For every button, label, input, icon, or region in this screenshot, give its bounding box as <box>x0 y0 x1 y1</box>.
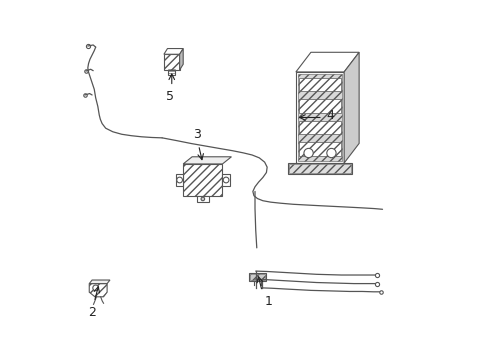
Circle shape <box>223 177 229 183</box>
Bar <box>296 72 344 163</box>
Bar <box>176 174 183 186</box>
Polygon shape <box>164 49 183 54</box>
Polygon shape <box>296 52 359 72</box>
Bar <box>299 99 341 113</box>
Bar <box>299 78 341 91</box>
Text: 4: 4 <box>326 109 334 122</box>
Text: 3: 3 <box>193 129 201 141</box>
Bar <box>290 165 350 173</box>
Polygon shape <box>344 52 359 163</box>
Bar <box>288 163 352 175</box>
Text: 2: 2 <box>89 306 97 319</box>
Bar <box>164 54 180 70</box>
Circle shape <box>177 177 182 183</box>
Circle shape <box>93 285 98 291</box>
Bar <box>168 70 175 75</box>
Bar <box>299 121 341 134</box>
Text: 5: 5 <box>166 90 173 103</box>
Bar <box>298 74 343 161</box>
Bar <box>183 164 222 196</box>
Polygon shape <box>180 49 183 70</box>
Polygon shape <box>89 284 107 297</box>
Bar <box>248 273 267 282</box>
Bar <box>299 142 341 156</box>
Polygon shape <box>89 280 110 284</box>
Circle shape <box>327 148 336 158</box>
Circle shape <box>304 148 313 158</box>
Bar <box>222 174 230 186</box>
Circle shape <box>201 197 205 201</box>
Text: 1: 1 <box>265 295 272 308</box>
Bar <box>197 196 209 202</box>
Polygon shape <box>183 157 231 164</box>
Bar <box>249 274 266 280</box>
